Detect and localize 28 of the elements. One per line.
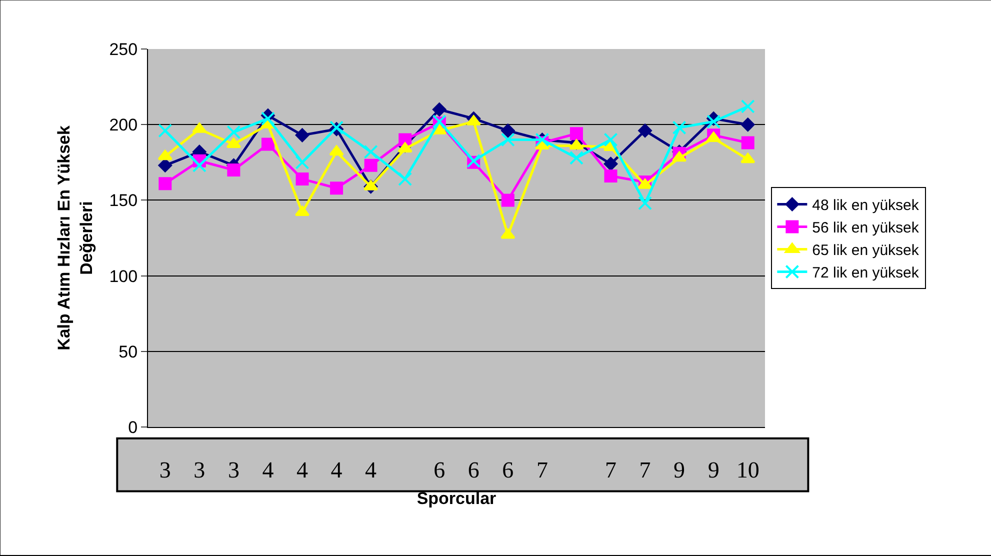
y-tick-label: 150 [109, 191, 138, 210]
y-axis-title: Kalp Atım Hızları En Yüksek Değerleri [54, 125, 96, 350]
x-tick-label: 4 [296, 458, 308, 483]
y-tick-label: 0 [128, 418, 138, 437]
x-tick-label: 4 [365, 458, 378, 483]
legend-label: 56 lik en yüksek [812, 220, 920, 237]
x-tick-label: 3 [228, 458, 240, 483]
x-tick-label: 3 [159, 458, 171, 483]
x-tick-label: 6 [502, 458, 514, 483]
x-tick-label: 7 [605, 458, 616, 483]
legend-label: 72 lik en yüksek [812, 264, 920, 282]
y-tick-label: 50 [118, 342, 138, 362]
legend-label: 48 lik en yüksek [812, 197, 920, 214]
legend-label: 65 lik en yüksek [812, 242, 920, 260]
x-tick-label: 4 [330, 458, 343, 483]
x-tick-label: 9 [674, 458, 686, 483]
y-tick-label: 250 [109, 40, 138, 59]
x-axis-title: Sporcular [416, 489, 497, 508]
x-tick-label: 7 [536, 458, 548, 483]
x-tick-label: 4 [262, 458, 274, 483]
x-tick-label: 10 [736, 458, 760, 483]
y-tick-label: 100 [109, 266, 138, 286]
x-tick-label: 7 [639, 458, 651, 483]
x-tick-label: 6 [468, 458, 480, 483]
y-tick-label: 200 [109, 116, 138, 135]
x-tick-label: 6 [434, 458, 446, 483]
x-tick-label: 3 [194, 458, 206, 483]
x-tick-label: 9 [708, 458, 720, 483]
